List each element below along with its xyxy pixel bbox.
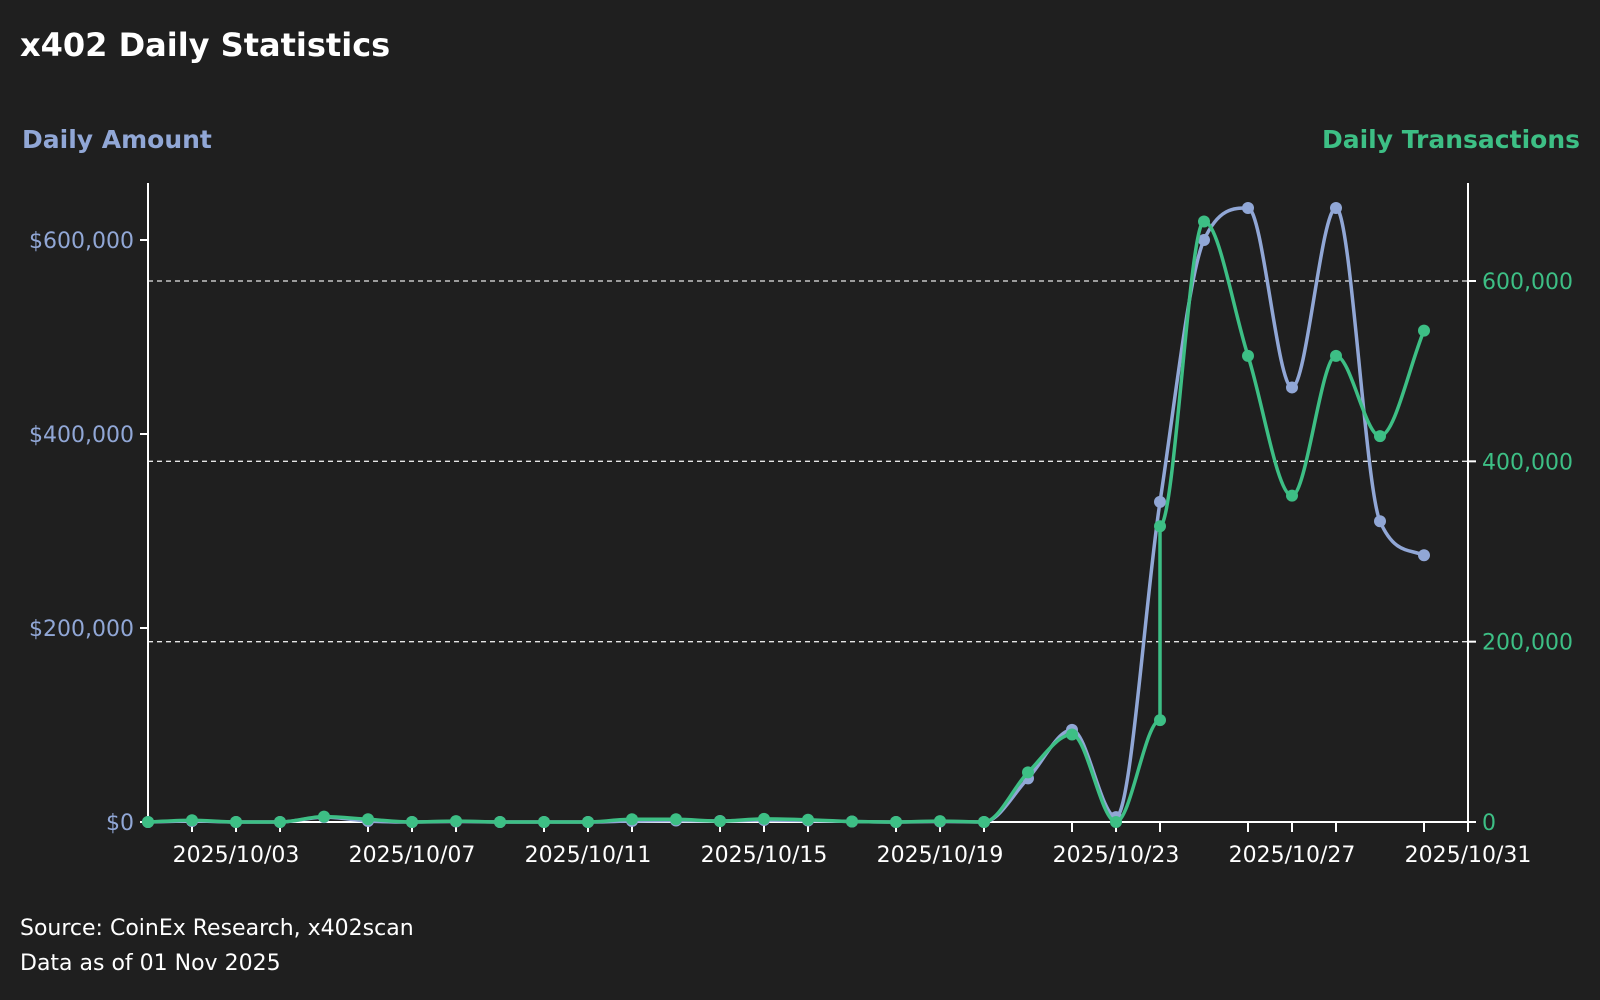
daily-amount-point [1330,201,1342,214]
daily-transactions-point [626,813,638,826]
series [142,201,1430,828]
daily-transactions-point [978,816,990,828]
daily-transactions-point [186,814,198,827]
daily-transactions-point [1066,728,1078,741]
axes [147,183,1469,823]
daily-amount-point [1286,381,1298,394]
x-tick-label: 2025/10/31 [1405,843,1532,868]
x-tick-label: 2025/10/11 [525,843,652,868]
grid-lines [148,280,1468,643]
daily-transactions-point [1330,349,1342,362]
series-daily-transactions [142,215,1430,828]
daily-transactions-point [890,816,902,828]
right-axis-title: Daily Transactions [1322,125,1580,154]
x-tick-label: 2025/10/27 [1229,843,1356,868]
right-tick-label: 200,000 [1482,631,1573,656]
daily-amount-point [1242,201,1254,214]
x-tick-label: 2025/10/23 [1053,843,1180,868]
ticks: $0 $200,000 $400,000 $600,000 0 200,000 400,00… [29,229,1573,868]
daily-transactions-point [142,816,154,828]
daily-transactions-point [934,815,946,828]
daily-transactions-point [538,816,550,828]
series-daily-amount [142,201,1430,828]
daily-transactions-point [1242,349,1254,362]
daily-transactions-point [1418,324,1430,337]
daily-transactions-point [230,816,242,828]
daily-amount-point [1418,549,1430,562]
left-tick-label: $0 [106,811,134,836]
daily-transactions-point [1374,430,1386,443]
daily-transactions-point [406,816,418,828]
source-note: Source: CoinEx Research, x402scan [20,916,414,941]
left-tick-label: $400,000 [29,423,134,448]
daily-transactions-point [582,816,594,828]
right-tick-label: 400,000 [1482,450,1573,475]
daily-transactions-point [670,813,682,826]
daily-transactions-point [1286,489,1298,502]
daily-transactions-point [274,816,286,828]
daily-amount-point [1198,234,1210,246]
left-axis-title: Daily Amount [22,125,212,154]
daily-transactions-point [450,815,462,828]
left-tick-label: $600,000 [29,229,134,254]
daily-amount-point [1374,515,1386,528]
daily-transactions-point [1022,766,1034,779]
daily-transactions-point [758,812,770,825]
right-tick-label: 600,000 [1482,270,1573,295]
daily-amount-point [1154,495,1166,508]
right-tick-label: 0 [1482,811,1496,836]
daily-transactions-point [362,813,374,826]
x-tick-label: 2025/10/15 [701,843,828,868]
daily-transactions-point [1154,520,1166,533]
date-note: Data as of 01 Nov 2025 [20,951,281,976]
x-tick-label: 2025/10/03 [173,843,300,868]
daily-transactions-point [494,816,506,828]
daily-transactions-line [147,219,1426,824]
chart-title: x402 Daily Statistics [20,26,390,64]
x-tick-label: 2025/10/19 [877,843,1004,868]
x-tick-label: 2025/10/07 [349,843,476,868]
daily-transactions-point [846,815,858,828]
daily-transactions-point [1110,816,1122,828]
daily-transactions-point [714,815,726,828]
daily-transactions-point [802,813,814,826]
daily-transactions-point [1198,215,1210,228]
left-tick-label: $200,000 [29,617,134,642]
daily-transactions-point [1154,714,1166,727]
daily-transactions-point [318,810,330,823]
